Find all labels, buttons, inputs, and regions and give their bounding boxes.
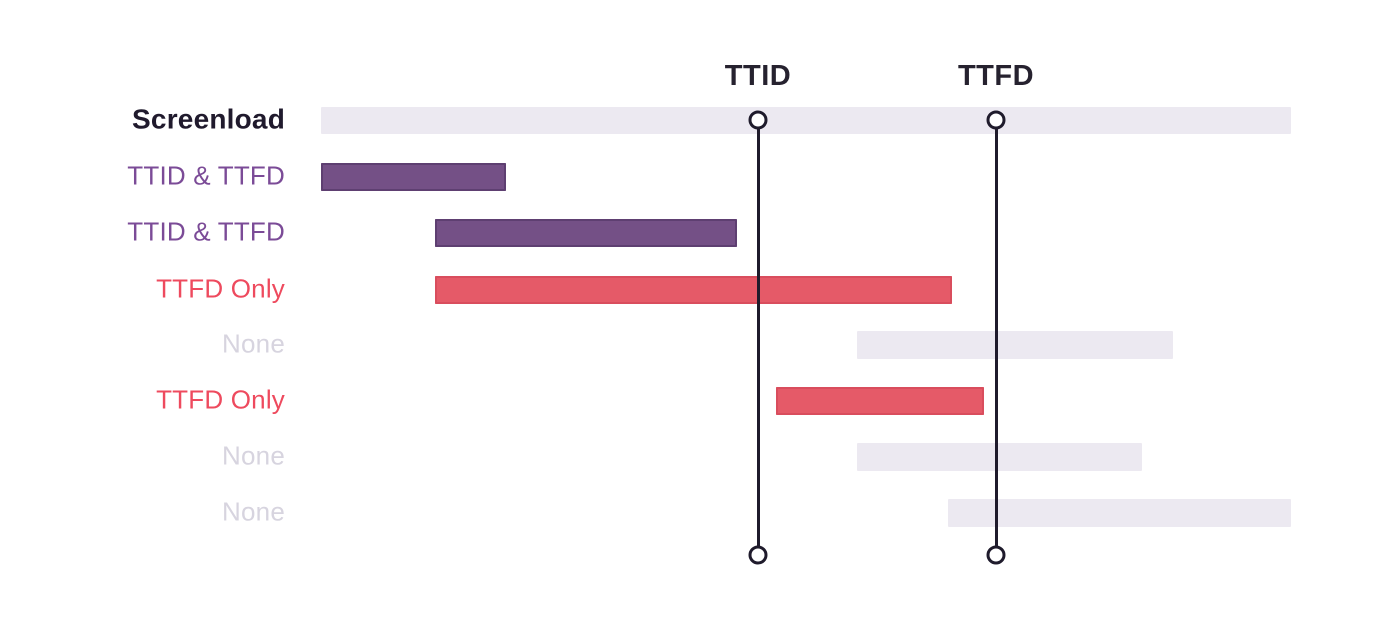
ttfd-marker-bottom-circle [986, 545, 1006, 565]
row-8-label-none: None [222, 496, 285, 527]
row-3-label-ttid_ttfd: TTID & TTFD [127, 216, 285, 247]
row-8-bar-none [948, 499, 1291, 527]
row-2-bar-ttid_ttfd [321, 163, 506, 191]
row-7-bar-none [857, 443, 1142, 471]
row-5-bar-none [857, 331, 1173, 359]
ttfd-marker-line [994, 120, 998, 555]
row-4-bar-ttfd_only [435, 276, 952, 304]
ttid-marker-label: TTID [724, 60, 792, 92]
row-6-label-ttfd_only: TTFD Only [156, 384, 285, 415]
ttid-marker-top-circle [748, 110, 768, 130]
row-2-label-ttid_ttfd: TTID & TTFD [127, 160, 285, 191]
ttid-marker-line [756, 120, 760, 555]
ttid-marker-bottom-circle [748, 545, 768, 565]
row-1-bar-screenload [321, 107, 1291, 134]
row-7-label-none: None [222, 440, 285, 471]
ttfd-marker-label: TTFD [957, 60, 1035, 92]
row-5-label-none: None [222, 328, 285, 359]
row-1-label-screenload: Screenload [132, 103, 285, 135]
row-4-label-ttfd_only: TTFD Only [156, 273, 285, 304]
row-3-bar-ttid_ttfd [435, 219, 737, 247]
ttfd-marker-top-circle [986, 110, 1006, 130]
row-6-bar-ttfd_only [776, 387, 984, 415]
